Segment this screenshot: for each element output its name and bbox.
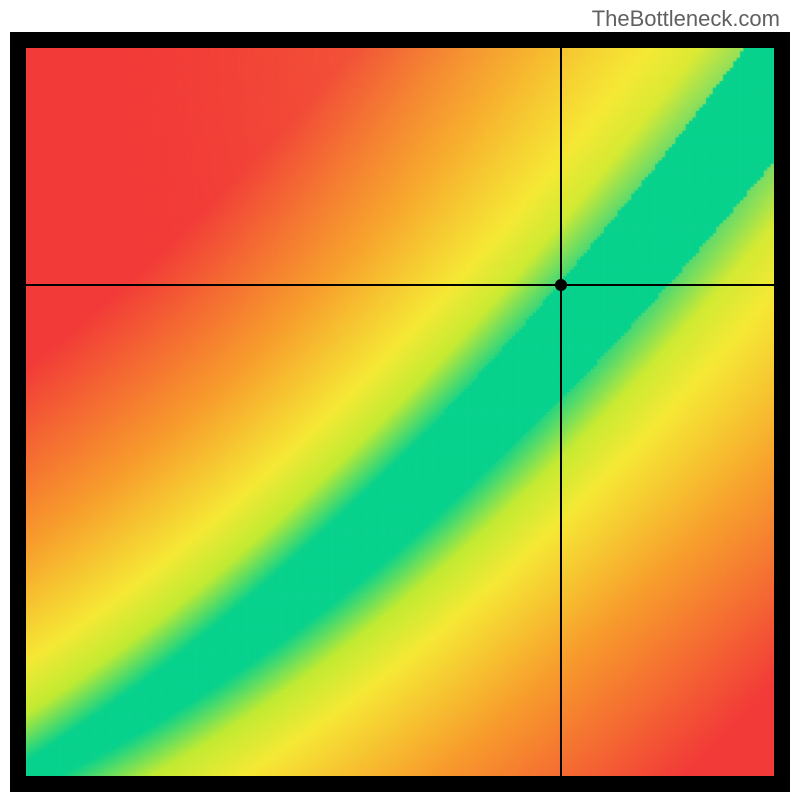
watermark-text: TheBottleneck.com bbox=[592, 6, 780, 32]
plot-area bbox=[26, 48, 774, 776]
chart-container: TheBottleneck.com bbox=[0, 0, 800, 800]
crosshair-horizontal-line bbox=[26, 284, 774, 286]
heatmap-canvas bbox=[26, 48, 774, 776]
crosshair-vertical-line bbox=[560, 48, 562, 776]
crosshair-marker-dot bbox=[555, 279, 567, 291]
